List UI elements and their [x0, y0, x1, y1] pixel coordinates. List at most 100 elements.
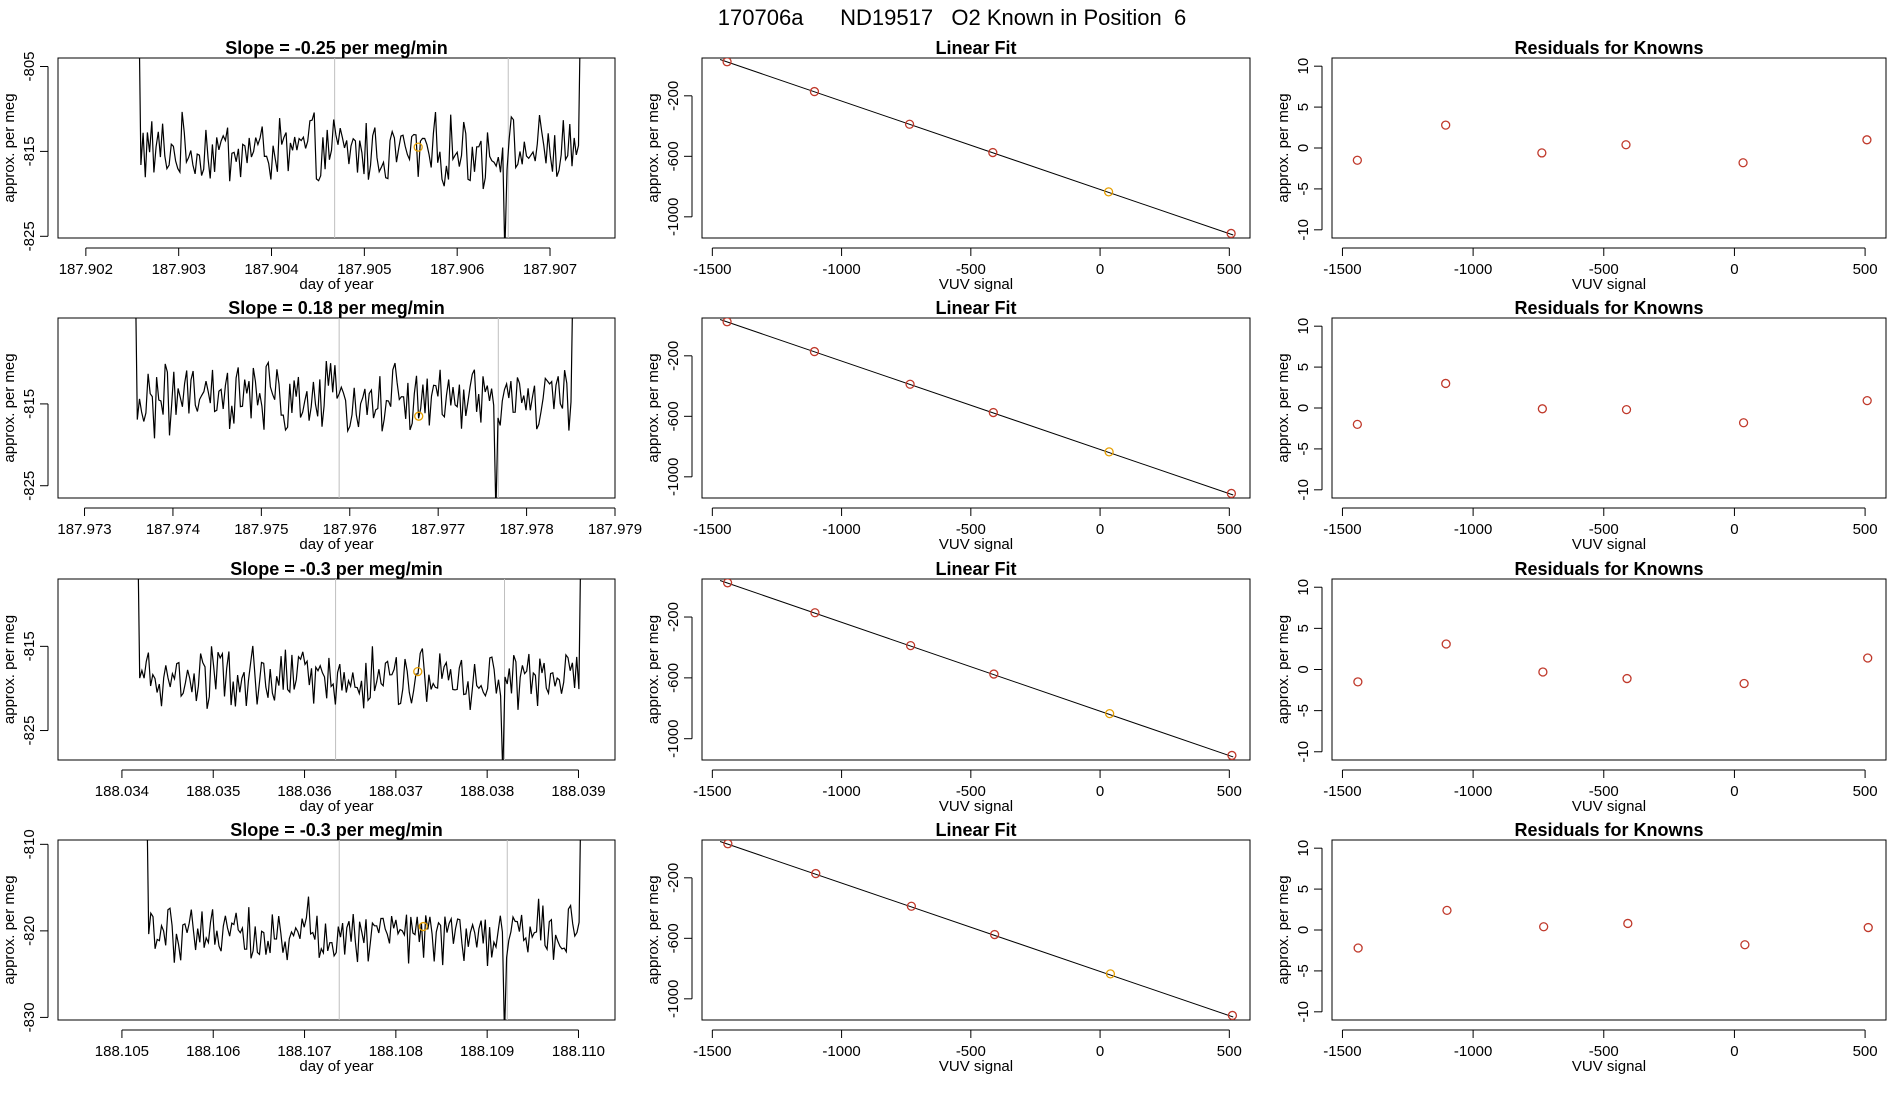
- y-tick-label: -815: [21, 631, 38, 661]
- residual-point: [1353, 677, 1363, 687]
- x-tick-label: 188.035: [186, 783, 240, 800]
- x-tick-label: 187.902: [59, 261, 113, 278]
- panel-title: Residuals for Knowns: [1514, 820, 1703, 840]
- x-tick-label: 500: [1217, 783, 1242, 800]
- panel-r2-c1: Linear Fit -1500 -1000 -500 0 500 VUV signal -1…: [645, 559, 1251, 815]
- x-axis-title: VUV signal: [1572, 536, 1646, 553]
- residual-point: [1538, 667, 1548, 677]
- x-tick-label: 0: [1096, 521, 1104, 538]
- panel-title: Linear Fit: [935, 559, 1016, 579]
- y-tick-label: 10: [1295, 840, 1312, 857]
- data-point: [722, 318, 732, 327]
- data-point: [723, 840, 733, 849]
- plot-area: [1352, 120, 1872, 168]
- x-tick-label: 187.905: [337, 261, 391, 278]
- x-tick-label: 500: [1217, 1043, 1242, 1060]
- y-tick-label: -1000: [665, 458, 682, 496]
- x-tick-label: -1500: [1323, 1043, 1361, 1060]
- data-point: [905, 640, 916, 651]
- residual-point: [1740, 940, 1750, 950]
- residual-point: [1537, 404, 1548, 414]
- highlight-point: [418, 921, 428, 932]
- data-point: [810, 608, 820, 618]
- panel-title: Slope = 0.18 per meg/min: [228, 298, 445, 318]
- y-axis-title: approx. per meg: [645, 615, 662, 724]
- panel-r3-c2: Residuals for Knowns -1500 -1000 -500 0 500 VU…: [1275, 820, 1887, 1075]
- data-point: [1226, 488, 1237, 498]
- x-tick-label: 187.974: [146, 521, 200, 538]
- series-line: [137, 579, 581, 760]
- x-axis-title: day of year: [299, 276, 373, 293]
- x-tick-label: 188.107: [277, 1043, 331, 1060]
- data-point: [1227, 1010, 1238, 1020]
- y-tick-label: 10: [1295, 579, 1312, 596]
- panel-r2-c0: Slope = -0.3 per meg/min 188.034 188.035 18…: [1, 559, 616, 815]
- plot-frame: [701, 839, 1251, 1021]
- panel-r3-c0: Slope = -0.3 per meg/min 188.105 188.106 18…: [1, 820, 616, 1075]
- data-point: [722, 58, 732, 67]
- x-tick-label: -500: [956, 521, 986, 538]
- residual-point: [1738, 418, 1749, 428]
- panel-title: Linear Fit: [935, 38, 1016, 58]
- residual-point: [1862, 395, 1872, 406]
- panel-r3-c1: Linear Fit -1500 -1000 -500 0 500 VUV signal -1…: [645, 820, 1251, 1075]
- x-tick-label: 188.109: [460, 1043, 514, 1060]
- x-tick-label: -1000: [822, 261, 860, 278]
- highlight-point: [413, 142, 423, 152]
- plot-area: [135, 318, 573, 498]
- x-tick-label: -500: [956, 783, 986, 800]
- data-point: [905, 379, 915, 389]
- plot-frame: [1331, 317, 1887, 499]
- y-tick-label: 0: [1295, 404, 1312, 412]
- data-point: [809, 86, 820, 97]
- data-point: [1227, 750, 1237, 760]
- x-tick-label: 500: [1853, 261, 1878, 278]
- x-axis-title: day of year: [299, 798, 373, 815]
- plot-area: [146, 840, 581, 1020]
- residual-point: [1739, 678, 1749, 689]
- x-tick-label: -1500: [693, 261, 731, 278]
- plot-area: [1352, 378, 1872, 430]
- residual-point: [1738, 158, 1748, 168]
- x-tick-label: 0: [1730, 783, 1738, 800]
- plot-frame: [701, 578, 1251, 761]
- x-axis-title: day of year: [299, 1058, 373, 1075]
- plot-frame: [1331, 57, 1887, 239]
- x-tick-label: 187.976: [323, 521, 377, 538]
- residual-point: [1621, 140, 1631, 150]
- x-tick-label: 0: [1730, 261, 1738, 278]
- plot-frame: [57, 317, 616, 499]
- y-tick-label: 5: [1295, 103, 1312, 111]
- panel-r0-c1: Linear Fit -1500 -1000 -500 0 500 VUV signal -1…: [645, 38, 1251, 293]
- y-tick-label: -200: [665, 863, 682, 893]
- panel-title: Slope = -0.3 per meg/min: [230, 559, 443, 579]
- y-axis-title: approx. per meg: [1, 353, 18, 462]
- x-tick-label: 188.034: [95, 783, 149, 800]
- y-tick-label: -5: [1295, 704, 1312, 717]
- panel-title: Residuals for Knowns: [1514, 38, 1703, 58]
- x-tick-label: 188.110: [552, 1043, 605, 1060]
- y-tick-label: 5: [1295, 624, 1312, 632]
- highlight-point: [413, 666, 423, 677]
- series-line: [138, 58, 581, 238]
- y-tick-label: 5: [1295, 363, 1312, 371]
- x-axis-title: VUV signal: [1572, 798, 1646, 815]
- x-tick-label: 187.979: [588, 521, 642, 538]
- y-tick-label: -10: [1295, 479, 1312, 501]
- series-line: [146, 840, 581, 1020]
- residual-point: [1441, 378, 1451, 389]
- x-tick-label: -1000: [822, 1043, 860, 1060]
- x-tick-label: -1500: [1323, 261, 1361, 278]
- y-tick-label: 0: [1295, 665, 1312, 673]
- y-tick-label: -600: [665, 923, 682, 953]
- y-tick-label: -10: [1295, 219, 1312, 241]
- y-axis-title: approx. per meg: [645, 353, 662, 462]
- y-tick-label: -5: [1295, 442, 1312, 455]
- panel-r0-c0: Slope = -0.25 per meg/min 187.902 187.903 1…: [1, 38, 616, 293]
- x-tick-label: 188.105: [95, 1043, 149, 1060]
- x-tick-label: -500: [1589, 261, 1619, 278]
- panel-title: Linear Fit: [935, 820, 1016, 840]
- panel-title: Linear Fit: [935, 298, 1016, 318]
- x-tick-label: -1500: [1323, 521, 1361, 538]
- x-tick-label: -1500: [693, 783, 731, 800]
